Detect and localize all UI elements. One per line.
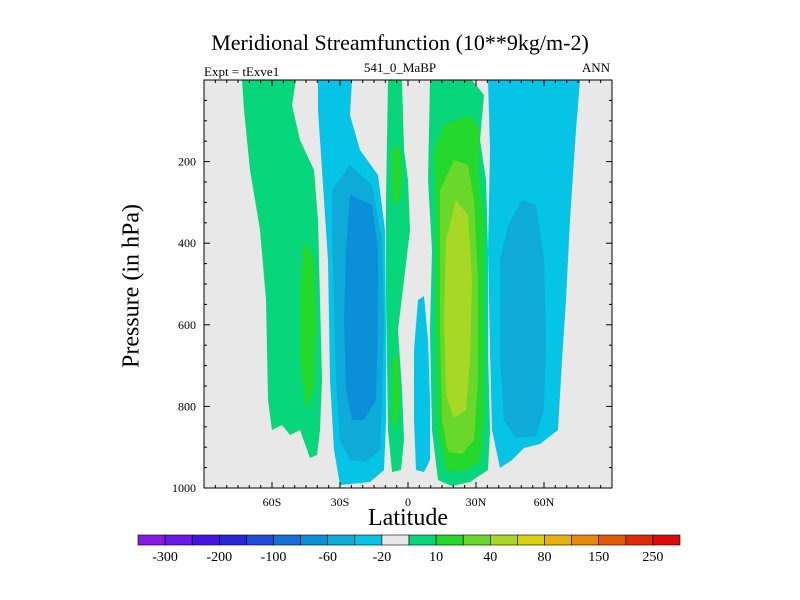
- x-axis-label: Latitude: [368, 505, 448, 531]
- colorbar-swatch: [381, 534, 410, 546]
- colorbar-swatch: [571, 534, 599, 546]
- colorbar-swatch: [164, 534, 193, 546]
- y-tick-label: 400: [178, 236, 196, 250]
- colorbar-swatch: [652, 534, 681, 546]
- y-tick-label: 800: [178, 399, 196, 413]
- colorbar-label: 40: [483, 550, 497, 565]
- colorbar-swatch: [598, 534, 627, 546]
- x-tick-label: 30N: [466, 495, 487, 509]
- chart-title: Meridional Streamfunction (10**9kg/m-2): [211, 30, 589, 55]
- season-label: ANN: [581, 60, 610, 75]
- colorbar-label: -20: [373, 550, 392, 565]
- sh-subtropical-cell-core: [344, 195, 378, 420]
- experiment-label: Expt = tExve1: [204, 64, 280, 79]
- colorbar-swatch: [300, 534, 329, 546]
- colorbar-swatch: [191, 534, 220, 546]
- colorbar-label: 250: [642, 550, 663, 565]
- y-tick-label: 600: [178, 318, 196, 332]
- x-tick-label: 0: [405, 495, 411, 509]
- colorbar-swatch: [462, 534, 491, 546]
- equatorial-strip-inner: [392, 145, 402, 205]
- colorbar-swatch: [273, 534, 301, 546]
- x-tick-label: 60N: [534, 495, 555, 509]
- y-tick-label: 200: [178, 155, 196, 169]
- colorbar-swatch: [544, 534, 572, 546]
- colorbar-swatch: [517, 534, 545, 546]
- colorbar-swatch: [625, 534, 654, 546]
- colorbar-swatch: [435, 534, 464, 546]
- y-tick-label: 1000: [172, 481, 196, 495]
- case-label: 541_0_MaBP: [363, 60, 437, 75]
- colorbar-swatch: [327, 534, 356, 546]
- x-axis: 60S 30S 0 30N 60N: [214, 80, 602, 509]
- colorbar-label: 150: [588, 550, 609, 565]
- y-axis: 200 400 600 800 1000: [172, 99, 612, 495]
- colorbar-label: 10: [429, 550, 443, 565]
- colorbar-swatch: [219, 534, 247, 546]
- nh-ferrel-cell-inner: [500, 200, 546, 438]
- colorbar-label: -300: [152, 550, 178, 565]
- colorbar-label: 80: [538, 550, 552, 565]
- colorbar-label: -100: [261, 550, 287, 565]
- colorbar-label: -200: [206, 550, 232, 565]
- colorbar-label: -60: [318, 550, 337, 565]
- colorbar-swatch: [408, 534, 437, 546]
- equatorial-strip-lower: [392, 355, 400, 430]
- colorbar: -300 -200 -100 -60 -20 10 40 80 150 250: [137, 534, 681, 565]
- colorbar-swatch: [354, 534, 383, 546]
- colorbar-swatch: [489, 534, 518, 546]
- colorbar-swatch: [246, 534, 274, 546]
- equatorial-negative-cell: [414, 296, 430, 472]
- colorbar-swatch: [137, 534, 166, 546]
- nh-subtropical-cell-max: [444, 200, 472, 418]
- x-tick-label: 30S: [331, 495, 350, 509]
- x-tick-label: 60S: [263, 495, 282, 509]
- sh-ferrel-cell-inner: [300, 240, 316, 410]
